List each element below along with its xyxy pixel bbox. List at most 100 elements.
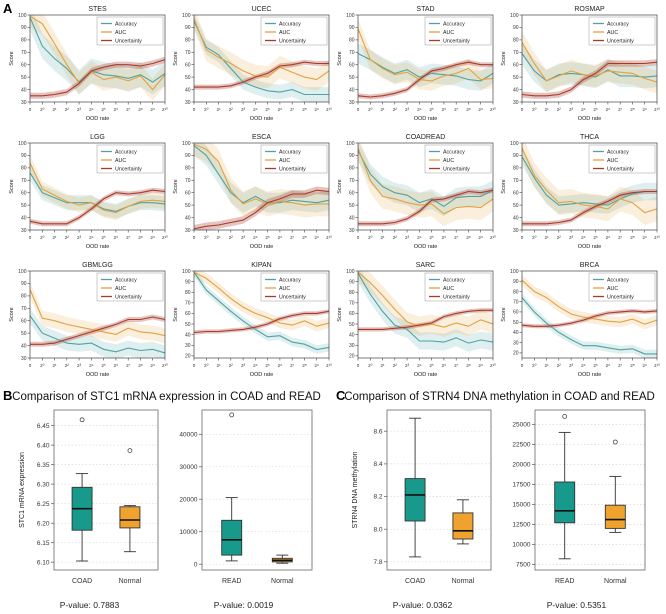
svg-text:2⁵: 2⁵ [593,363,598,368]
svg-text:2⁴: 2⁴ [581,235,586,240]
svg-text:2⁴: 2⁴ [581,107,586,112]
bottom-panels: B Comparison of STC1 mRNA expression in … [0,388,666,614]
svg-text:90: 90 [513,153,519,159]
svg-text:2⁵: 2⁵ [593,107,598,112]
svg-text:2¹: 2¹ [544,235,549,240]
svg-text:50: 50 [185,203,191,209]
svg-text:2⁷: 2⁷ [618,235,623,240]
panel-c-title: Comparison of STRN4 DNA methylation in C… [344,391,655,403]
svg-text:Score: Score [9,307,15,321]
svg-text:2⁶: 2⁶ [442,235,447,240]
pvalue-caption: P-value: 0.5351 [546,600,607,610]
svg-text:70: 70 [349,301,355,307]
svg-text:Accuracy: Accuracy [607,150,629,156]
svg-text:2⁷: 2⁷ [290,107,295,112]
svg-text:2²: 2² [557,363,562,368]
svg-text:0: 0 [357,363,360,368]
svg-text:2⁸: 2⁸ [466,235,471,240]
svg-text:40: 40 [349,87,355,93]
svg-text:2⁸: 2⁸ [138,235,143,240]
svg-text:2¹: 2¹ [544,363,549,368]
boxplot-svg: 7.8 8.0 8.2 8.4 8.6 COAD Normal STRN4 DNA methy… [347,404,499,600]
svg-text:100: 100 [182,13,191,19]
svg-text:30: 30 [21,100,27,106]
svg-text:90: 90 [21,281,27,287]
svg-text:2⁵: 2⁵ [265,107,270,112]
svg-text:Score: Score [173,51,179,65]
svg-text:OOD rate: OOD rate [86,372,110,378]
svg-text:2⁹: 2⁹ [314,107,319,112]
svg-text:7.8: 7.8 [373,559,382,566]
svg-text:2⁵: 2⁵ [265,363,270,368]
svg-text:40: 40 [349,333,355,339]
svg-text:50: 50 [349,322,355,328]
svg-text:2¹⁰: 2¹⁰ [490,235,496,240]
svg-text:Score: Score [173,307,179,321]
svg-text:2⁷: 2⁷ [454,235,459,240]
svg-text:100: 100 [346,141,355,147]
svg-text:22500: 22500 [512,442,530,449]
svg-text:80: 80 [21,166,27,172]
svg-text:ESCA: ESCA [252,134,271,141]
svg-text:90: 90 [349,279,355,285]
svg-text:2²: 2² [65,235,70,240]
svg-text:Score: Score [337,179,343,193]
svg-text:6.15: 6.15 [36,540,49,547]
svg-text:60: 60 [21,319,27,325]
svg-text:2³: 2³ [77,363,82,368]
boxplot-coad-expression: 6.10 6.15 6.20 6.25 6.30 6.35 6.40 6.45 COAD Norm… [14,404,166,610]
svg-text:COAD: COAD [71,578,91,585]
svg-text:6.40: 6.40 [36,442,49,449]
svg-text:2⁴: 2⁴ [417,363,422,368]
svg-text:2³: 2³ [405,107,410,112]
svg-text:30: 30 [349,228,355,234]
svg-text:2¹⁰: 2¹⁰ [162,107,168,112]
svg-text:Accuracy: Accuracy [443,22,465,28]
svg-text:100: 100 [18,141,27,147]
svg-text:50: 50 [513,203,519,209]
svg-text:2¹⁰: 2¹⁰ [654,363,660,368]
svg-text:80: 80 [349,290,355,296]
svg-text:0: 0 [521,235,524,240]
svg-text:Score: Score [501,51,507,65]
svg-text:Uncertainty: Uncertainty [443,39,470,45]
svg-text:2⁹: 2⁹ [150,363,155,368]
panel-c-plots: 7.8 8.0 8.2 8.4 8.6 COAD Normal STRN4 DNA methy… [333,404,666,610]
svg-text:50: 50 [349,203,355,209]
svg-text:Accuracy: Accuracy [115,278,137,284]
panel-a-grid: STES 30 40 50 60 70 80 90 100 0 2⁰ 2¹ 2² 2³ 2⁴ 2⁵ 2⁶ 2⁷ 2⁸… [6,2,662,386]
svg-text:8.4: 8.4 [373,461,382,468]
svg-text:70: 70 [513,178,519,184]
svg-text:2⁴: 2⁴ [417,107,422,112]
svg-text:2⁹: 2⁹ [150,107,155,112]
svg-text:0: 0 [29,235,32,240]
svg-text:30: 30 [21,228,27,234]
svg-text:70: 70 [21,50,27,56]
svg-text:AUC: AUC [607,30,618,36]
svg-text:2¹⁰: 2¹⁰ [326,363,332,368]
svg-text:Score: Score [337,51,343,65]
svg-text:30: 30 [513,340,519,346]
svg-text:2¹⁰: 2¹⁰ [162,235,168,240]
svg-text:0: 0 [193,235,196,240]
svg-text:20: 20 [513,351,519,357]
svg-text:2¹⁰: 2¹⁰ [490,107,496,112]
svg-text:2⁰: 2⁰ [40,363,45,368]
svg-text:UCEC: UCEC [252,6,272,13]
svg-text:2⁰: 2⁰ [368,107,373,112]
svg-text:2⁴: 2⁴ [253,363,258,368]
svg-text:80: 80 [513,166,519,172]
svg-text:17500: 17500 [512,482,530,489]
svg-text:0: 0 [29,363,32,368]
svg-text:60: 60 [513,191,519,197]
svg-text:Uncertainty: Uncertainty [443,295,470,301]
svg-text:100: 100 [510,141,519,147]
svg-text:30: 30 [349,343,355,349]
svg-text:2³: 2³ [241,363,246,368]
svg-text:2⁵: 2⁵ [593,235,598,240]
line-chart-brca: BRCA 20 30 40 50 60 70 80 90 100 0 2⁰ 2¹ 2² 2³ 2⁴ 2⁵ 2⁶ 2⁷… [498,258,662,386]
svg-text:STC1 mRNA expression: STC1 mRNA expression [19,452,26,528]
svg-text:READ: READ [221,578,240,585]
svg-text:2⁹: 2⁹ [478,235,483,240]
svg-text:50: 50 [21,75,27,81]
